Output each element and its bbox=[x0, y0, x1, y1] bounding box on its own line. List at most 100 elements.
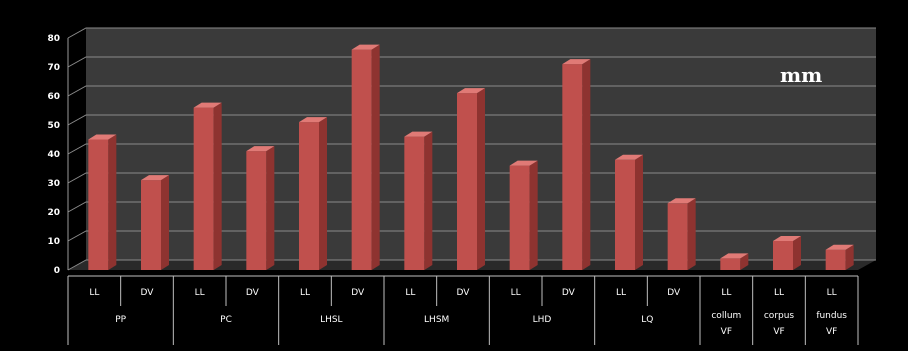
bar-side bbox=[845, 244, 854, 270]
bar-side bbox=[529, 160, 538, 270]
category-label: DV bbox=[562, 288, 576, 298]
group-label: PP bbox=[115, 315, 126, 325]
group-label: collum bbox=[711, 311, 741, 321]
y-tick-label: 10 bbox=[47, 237, 60, 247]
bar bbox=[509, 160, 538, 270]
bar-front bbox=[720, 258, 741, 270]
y-tick-label: 0 bbox=[54, 266, 60, 276]
bar-front bbox=[193, 107, 214, 270]
bar-front bbox=[457, 93, 477, 270]
bar-side bbox=[213, 102, 222, 270]
bar bbox=[667, 198, 696, 270]
category-label: DV bbox=[351, 288, 365, 298]
bar bbox=[351, 44, 380, 270]
bar bbox=[615, 154, 643, 270]
bar bbox=[720, 253, 749, 270]
gridlines bbox=[67, 27, 876, 271]
bar bbox=[773, 236, 801, 270]
bar-side bbox=[424, 131, 433, 270]
category-label: LL bbox=[195, 288, 205, 298]
category-label: LL bbox=[616, 288, 626, 298]
bar-top bbox=[615, 154, 643, 160]
bar-top bbox=[404, 131, 433, 137]
group-label: VF bbox=[826, 327, 837, 337]
bar-top bbox=[351, 44, 380, 50]
bar-side bbox=[793, 236, 801, 270]
category-label: LL bbox=[405, 288, 415, 298]
bar-side bbox=[371, 44, 380, 270]
group-label: VF bbox=[721, 327, 732, 337]
y-tick-label: 30 bbox=[47, 179, 60, 189]
bar-side bbox=[635, 154, 643, 270]
bar bbox=[457, 88, 485, 270]
group-label: fundus bbox=[816, 311, 847, 321]
bar-side bbox=[319, 117, 327, 270]
group-label: corpus bbox=[764, 311, 795, 321]
bar-top bbox=[667, 198, 696, 204]
category-label: DV bbox=[246, 288, 260, 298]
group-label: PC bbox=[220, 315, 232, 325]
bar-top bbox=[299, 117, 327, 123]
bar-side bbox=[266, 146, 275, 270]
gridline bbox=[67, 201, 876, 213]
bar bbox=[141, 175, 169, 270]
bar-front bbox=[299, 122, 319, 270]
bar-top bbox=[457, 88, 485, 94]
bar bbox=[88, 134, 117, 270]
gridline bbox=[67, 56, 876, 68]
y-tick-label: 60 bbox=[47, 92, 60, 102]
bar-top bbox=[825, 244, 854, 250]
y-tick-label: 40 bbox=[47, 150, 60, 160]
bar-top bbox=[562, 59, 591, 65]
unit-label: mm bbox=[780, 63, 822, 87]
y-tick-label: 50 bbox=[47, 121, 60, 131]
bar-front bbox=[773, 241, 793, 270]
y-axis-ticks: 0 10 20 30 40 50 60 70 80 bbox=[47, 34, 69, 276]
y-tick-label: 20 bbox=[47, 208, 60, 218]
bar-front bbox=[825, 249, 846, 270]
bar-top bbox=[773, 236, 801, 241]
bar-top bbox=[141, 175, 169, 181]
y-tick-label: 70 bbox=[47, 63, 60, 73]
group-label: LHSL bbox=[320, 315, 343, 325]
bar-front bbox=[351, 49, 372, 270]
bar-front bbox=[667, 203, 688, 270]
category-label: LL bbox=[827, 288, 837, 298]
bar-top bbox=[509, 160, 538, 166]
bar-front bbox=[88, 139, 109, 270]
bar-top bbox=[193, 102, 222, 108]
gridline bbox=[67, 230, 876, 242]
category-label: DV bbox=[457, 288, 471, 298]
gridline bbox=[67, 27, 876, 39]
category-label: LL bbox=[511, 288, 521, 298]
y-tick-label: 80 bbox=[47, 34, 60, 44]
gridline bbox=[67, 172, 876, 184]
gridline bbox=[67, 259, 876, 271]
bars bbox=[88, 44, 854, 270]
category-label: DV bbox=[141, 288, 155, 298]
bar-front bbox=[141, 180, 161, 270]
bar bbox=[299, 117, 327, 270]
bar-side bbox=[582, 59, 591, 270]
category-table: LL DV LL DV LL DV LL DV LL DV LL DV LL LL LL PP PC LHSL LH… bbox=[67, 275, 859, 345]
bar-side bbox=[161, 175, 169, 270]
category-label: DV bbox=[667, 288, 681, 298]
bar-front bbox=[562, 64, 583, 270]
bar bbox=[825, 244, 854, 270]
group-label: LQ bbox=[641, 315, 653, 325]
category-label: LL bbox=[300, 288, 310, 298]
bar bbox=[246, 146, 275, 270]
category-label: LL bbox=[774, 288, 784, 298]
bar bbox=[562, 59, 591, 270]
bar-side bbox=[740, 253, 749, 270]
bar-front bbox=[509, 165, 530, 270]
gridline bbox=[67, 114, 876, 126]
category-label: LL bbox=[89, 288, 99, 298]
bar-front bbox=[246, 151, 267, 270]
bar bbox=[404, 131, 433, 270]
bar-side bbox=[108, 134, 117, 270]
bar-top bbox=[246, 146, 275, 152]
bar-top bbox=[88, 134, 117, 140]
